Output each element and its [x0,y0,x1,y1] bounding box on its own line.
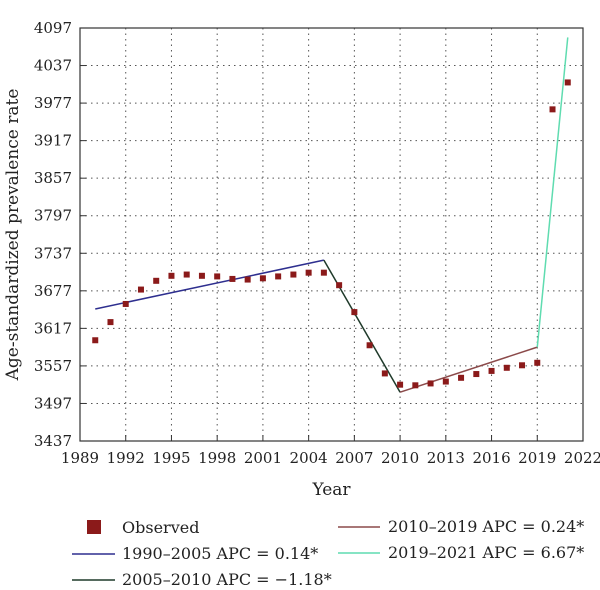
legend: Observed 1990–2005 APC = 0.14* 2005–2010… [72,517,584,589]
grid [80,28,583,441]
x-tick-label: 2016 [472,449,510,467]
x-tick-label: 1995 [152,449,190,467]
observed-point [351,309,358,316]
observed-point [168,272,175,279]
trend-segment-1 [95,259,325,310]
x-tick-label: 2010 [381,449,419,467]
y-tick-label: 3797 [34,207,72,225]
observed-point [153,277,160,284]
legend-segment-4-label: 2019–2021 APC = 6.67* [388,543,584,562]
observed-point [122,300,129,307]
observed-point [290,271,297,278]
observed-points [92,79,571,389]
observed-point [534,359,541,366]
observed-point [397,381,404,388]
observed-point [442,378,449,385]
y-tick-label: 4037 [34,57,72,75]
x-tick-label: 1998 [198,449,236,467]
observed-point [107,319,114,326]
x-tick-label: 2004 [290,449,328,467]
x-tick-label: 2007 [335,449,373,467]
trend-segment-4 [536,37,569,348]
observed-point [92,337,99,344]
y-tick-label: 3917 [34,132,72,150]
trend-segment-3 [399,346,538,393]
observed-point [198,272,205,279]
trend-segment-2 [323,259,401,393]
observed-point [183,271,190,278]
observed-point [366,342,373,349]
observed-point [336,282,343,289]
observed-point [412,382,419,389]
y-axis-label: Age-standardized prevalence rate [3,89,23,382]
observed-point [503,364,510,371]
legend-segment-2-label: 2005–2010 APC = −1.18* [122,570,332,589]
y-tick-label: 3617 [34,319,72,337]
y-tick-label: 3557 [34,357,72,375]
y-tick-label: 3497 [34,394,72,412]
y-axis: 3437 3497 3557 3617 3677 3737 3797 3857 3917 3977… [34,19,86,450]
observed-point [549,106,556,113]
y-tick-label: 3677 [34,282,72,300]
observed-point [519,362,526,369]
y-tick-label: 3977 [34,94,72,112]
observed-point [564,79,571,86]
observed-point [259,275,266,282]
observed-point [305,269,312,276]
observed-point [275,273,282,280]
y-tick-label: 4097 [34,19,72,37]
observed-point [214,273,221,280]
x-tick-label: 1989 [61,449,99,467]
x-tick-label: 2019 [518,449,556,467]
observed-point [427,380,434,387]
x-axis-label: Year [311,480,351,500]
observed-point [244,276,251,283]
observed-point [229,275,236,282]
legend-observed-marker [87,520,101,534]
y-tick-label: 3857 [34,169,72,187]
plot-frame [79,27,584,442]
observed-point [137,286,144,293]
y-tick-label: 3737 [34,244,72,262]
observed-point [381,370,388,377]
observed-point [473,371,480,378]
trend-segments [95,37,569,393]
legend-observed-label: Observed [122,518,199,537]
x-tick-label: 2001 [244,449,282,467]
observed-point [320,269,327,276]
legend-segment-1-label: 1990–2005 APC = 0.14* [122,544,318,563]
x-tick-label: 2013 [427,449,465,467]
x-tick-label: 1992 [107,449,145,467]
x-tick-label: 2022 [564,449,600,467]
y-tick-label: 3437 [34,432,72,450]
x-axis: 1989 1992 1995 1998 2001 2004 2007 2010 2013 2016… [61,435,600,467]
observed-point [488,367,495,374]
observed-point [458,374,465,381]
legend-segment-3-label: 2010–2019 APC = 0.24* [388,517,584,536]
